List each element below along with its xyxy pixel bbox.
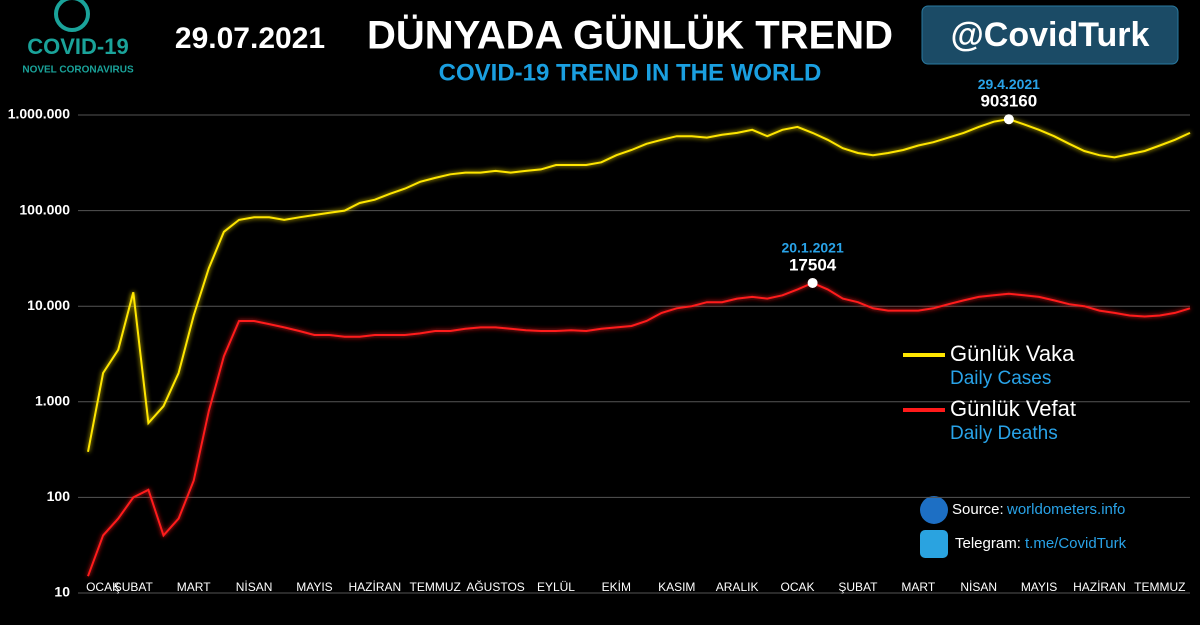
x-tick-label: KASIM (658, 580, 695, 594)
subtitle: COVID-19 TREND IN THE WORLD (439, 59, 822, 86)
handle-box (921, 5, 1179, 65)
y-tick-label: 10 (54, 584, 70, 600)
legend-sublabel: Daily Deaths (950, 423, 1058, 444)
legend-sublabel: Daily Cases (950, 368, 1051, 389)
peak-date: 29.4.2021 (978, 76, 1040, 92)
x-tick-label: HAZİRAN (1073, 580, 1126, 594)
x-tick-label: AĞUSTOS (466, 579, 524, 594)
peak-value: 17504 (789, 255, 837, 274)
y-tick-label: 1.000.000 (8, 106, 70, 122)
telegram-label: Telegram: (955, 535, 1021, 552)
series-line (87, 281, 1191, 577)
x-tick-label: OCAK (86, 580, 120, 594)
x-tick-label: HAZİRAN (348, 580, 401, 594)
date: 29.07.2021 (175, 22, 325, 55)
x-tick-label: OCAK (780, 580, 814, 594)
y-tick-label: 100 (47, 488, 71, 504)
y-tick-label: 10.000 (27, 297, 70, 313)
x-tick-label: TEMMUZ (410, 580, 461, 594)
x-tick-label: ARALIK (716, 580, 759, 594)
x-tick-label: MAYIS (1021, 580, 1057, 594)
y-tick-label: 100.000 (19, 201, 70, 217)
logo-title: COVID-19 (27, 34, 128, 59)
x-tick-label: ŞUBAT (114, 580, 154, 594)
logo-subtitle: NOVEL CORONAVIRUS (22, 65, 134, 76)
y-tick-label: 1.000 (35, 393, 70, 409)
x-tick-label: ŞUBAT (838, 580, 878, 594)
globe-icon (920, 496, 948, 524)
logo-icon (54, 0, 90, 32)
source[interactable]: worldometers.info (1006, 501, 1125, 518)
peak-date: 20.1.2021 (781, 240, 843, 256)
handle: @CovidTurk (951, 16, 1150, 54)
x-tick-label: NİSAN (236, 580, 273, 594)
x-tick-label: TEMMUZ (1134, 580, 1185, 594)
title: DÜNYADA GÜNLÜK TREND (367, 13, 893, 58)
peak-marker (807, 277, 818, 288)
x-tick-label: MART (177, 580, 211, 594)
peak-marker (1003, 114, 1014, 125)
x-tick-label: EKİM (602, 580, 631, 594)
x-tick-label: MAYIS (296, 580, 332, 594)
source-label: Source: (952, 501, 1004, 518)
x-tick-label: MART (901, 580, 935, 594)
telegram-icon (920, 530, 948, 558)
legend-label: Günlük Vefat (950, 396, 1076, 421)
legend-label: Günlük Vaka (950, 341, 1075, 366)
x-tick-label: EYLÜL (537, 580, 575, 594)
x-tick-label: NİSAN (960, 580, 997, 594)
peak-value: 903160 (980, 92, 1037, 111)
telegram[interactable]: t.me/CovidTurk (1025, 535, 1127, 552)
